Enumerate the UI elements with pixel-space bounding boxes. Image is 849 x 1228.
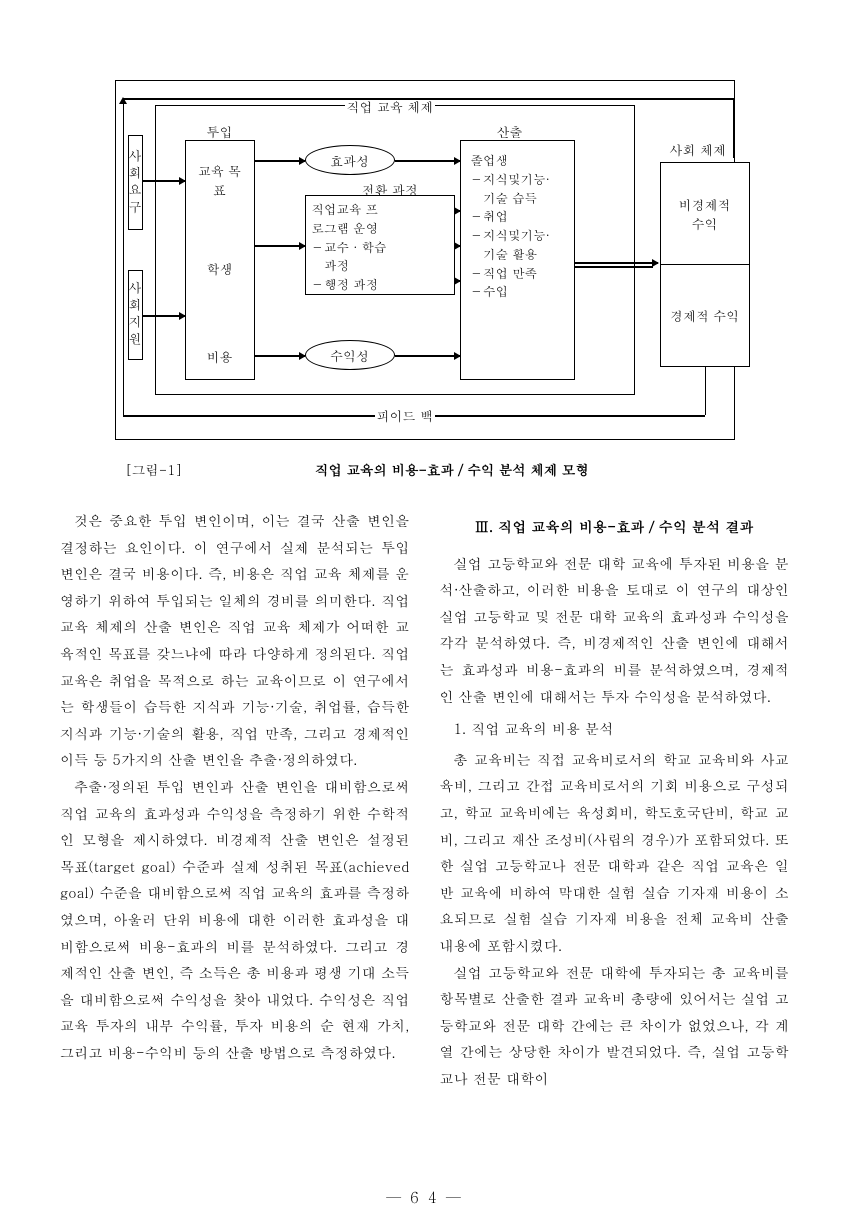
conversion-box: 직업교육 프 로그램 운영 －교수 · 학습 과정 －행정 과정 (305, 195, 455, 295)
section-heading: Ⅲ. 직업 교육의 비용-효과／수익 분석 결과 (440, 513, 790, 540)
arrow (143, 180, 185, 182)
arrow (255, 160, 305, 162)
out-grad: 졸업생 (467, 151, 568, 170)
out-employ: －취업 (467, 207, 568, 226)
arrow (455, 280, 460, 282)
subsection-heading: 1. 직업 교육의 비용 분석 (440, 715, 790, 742)
arrow (395, 355, 460, 357)
arrow (143, 315, 185, 317)
input-box: 교육 목표 학생 비용 (185, 140, 255, 380)
social-support-label: 사회지원 (128, 270, 143, 360)
arrow (455, 245, 460, 247)
output-header: 산출 (495, 122, 525, 141)
input-student: 학생 (192, 239, 248, 297)
effectiveness-bubble: 효과성 (305, 145, 395, 175)
feedback-line (705, 367, 707, 415)
left-p2: 추출·정의된 투입 변인과 산출 변인을 대비함으로써 직업 교육의 효과성과 … (60, 773, 410, 1066)
figure-caption: [그림-1] 직업 교육의 비용-효과／수익 분석 체제 모형 (125, 460, 789, 479)
page-number: — 6 4 — (0, 1187, 849, 1208)
feedback-line (733, 98, 735, 158)
input-goal: 교육 목표 (192, 151, 248, 209)
out-skill1: －지식및기능· 기술 습득 (467, 170, 568, 208)
body-columns: 것은 중요한 투입 변인이며, 이는 결국 산출 변인을 결정하는 요인이다. … (60, 507, 789, 1091)
arrow (575, 262, 658, 264)
arrow (575, 266, 653, 268)
left-column: 것은 중요한 투입 변인이며, 이는 결국 산출 변인을 결정하는 요인이다. … (60, 507, 410, 1091)
left-p1: 것은 중요한 투입 변인이며, 이는 결국 산출 변인을 결정하는 요인이다. … (60, 507, 410, 773)
feedback-arrow (123, 98, 125, 416)
system-title: 직업 교육 체제 (345, 97, 436, 116)
profitability-bubble: 수익성 (305, 340, 395, 370)
benefit-noneco2: 수익 (692, 214, 718, 233)
social-demand-label: 사회요구 (128, 135, 143, 230)
figure-tag: [그림-1] (125, 460, 315, 479)
right-p1: 실업 고등학교와 전문 대학 교육에 투자된 비용을 분석·산출하고, 이러한 … (440, 550, 790, 710)
arrow (255, 245, 305, 247)
right-p2: 총 교육비는 직접 교육비로서의 학교 교육비와 사교육비, 그리고 간접 교육… (440, 746, 790, 959)
output-box: 졸업생 －지식및기능· 기술 습득 －취업 －지식및기능· 기술 활용 －직업 … (460, 140, 575, 380)
arrow (255, 355, 305, 357)
benefit-noneco1: 비경제적 (679, 195, 731, 214)
social-system-label: 사회 체제 (670, 140, 726, 159)
arrow (395, 160, 460, 162)
input-cost: 비용 (192, 327, 248, 385)
right-column: Ⅲ. 직업 교육의 비용-효과／수익 분석 결과 실업 고등학교와 전문 대학 … (440, 507, 790, 1091)
right-p3: 실업 고등학교와 전문 대학에 투자되는 총 교육비를 항목별로 산출한 결과 … (440, 959, 790, 1092)
figure-title: 직업 교육의 비용-효과／수익 분석 체제 모형 (315, 460, 589, 479)
feedback-label: 피이드 백 (375, 406, 435, 425)
feedback-line (123, 98, 733, 100)
out-satis: －직업 만족 (467, 264, 568, 283)
out-skill2: －지식및기능· 기술 활용 (467, 226, 568, 264)
out-income: －수입 (467, 282, 568, 301)
benefit-eco: 경제적 수익 (661, 264, 749, 366)
arrow (455, 210, 460, 212)
diagram: 직업 교육 체제 사회요구 사회지원 투입 산출 전환 과정 교육 목표 학생 … (115, 80, 735, 440)
input-header: 투입 (205, 122, 235, 141)
benefit-box: 비경제적 수익 경제적 수익 (660, 162, 750, 367)
